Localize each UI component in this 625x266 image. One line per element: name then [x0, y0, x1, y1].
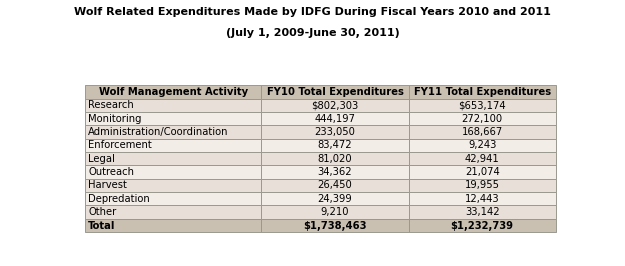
- Bar: [409, 192, 556, 206]
- Bar: [409, 219, 556, 232]
- Text: FY11 Total Expenditures: FY11 Total Expenditures: [414, 87, 551, 97]
- Text: 83,472: 83,472: [318, 140, 352, 150]
- Bar: [409, 112, 556, 125]
- Text: Harvest: Harvest: [88, 180, 127, 190]
- Bar: [85, 139, 261, 152]
- Text: Wolf Related Expenditures Made by IDFG During Fiscal Years 2010 and 2011: Wolf Related Expenditures Made by IDFG D…: [74, 7, 551, 17]
- Text: 33,142: 33,142: [465, 207, 499, 217]
- Bar: [261, 112, 409, 125]
- Bar: [261, 165, 409, 179]
- Text: Enforcement: Enforcement: [88, 140, 152, 150]
- Bar: [261, 206, 409, 219]
- Text: 233,050: 233,050: [314, 127, 356, 137]
- Text: $1,232,739: $1,232,739: [451, 221, 514, 231]
- Bar: [261, 219, 409, 232]
- Bar: [409, 206, 556, 219]
- Text: 19,955: 19,955: [464, 180, 499, 190]
- Text: Monitoring: Monitoring: [88, 114, 142, 124]
- Bar: [85, 165, 261, 179]
- Bar: [409, 139, 556, 152]
- Bar: [409, 165, 556, 179]
- Text: 34,362: 34,362: [318, 167, 352, 177]
- Bar: [85, 98, 261, 112]
- Text: Depredation: Depredation: [88, 194, 150, 204]
- Text: 9,210: 9,210: [321, 207, 349, 217]
- Text: $653,174: $653,174: [458, 100, 506, 110]
- Text: Outreach: Outreach: [88, 167, 134, 177]
- Text: FY10 Total Expenditures: FY10 Total Expenditures: [267, 87, 404, 97]
- Text: Administration/Coordination: Administration/Coordination: [88, 127, 229, 137]
- Bar: [409, 125, 556, 139]
- Text: Wolf Management Activity: Wolf Management Activity: [99, 87, 248, 97]
- Text: 26,450: 26,450: [318, 180, 352, 190]
- Text: 24,399: 24,399: [318, 194, 352, 204]
- Text: 21,074: 21,074: [465, 167, 499, 177]
- Bar: [261, 98, 409, 112]
- Text: 12,443: 12,443: [465, 194, 499, 204]
- Text: 9,243: 9,243: [468, 140, 496, 150]
- Bar: [85, 206, 261, 219]
- Bar: [85, 125, 261, 139]
- Text: 81,020: 81,020: [318, 154, 352, 164]
- Bar: [85, 179, 261, 192]
- Text: Total: Total: [88, 221, 116, 231]
- Bar: [85, 85, 261, 98]
- Bar: [409, 85, 556, 98]
- Bar: [85, 219, 261, 232]
- Text: Legal: Legal: [88, 154, 115, 164]
- Bar: [85, 112, 261, 125]
- Text: $1,738,463: $1,738,463: [303, 221, 367, 231]
- Bar: [85, 192, 261, 206]
- Text: Research: Research: [88, 100, 134, 110]
- Text: Other: Other: [88, 207, 116, 217]
- Text: 42,941: 42,941: [465, 154, 499, 164]
- Bar: [409, 152, 556, 165]
- Bar: [261, 125, 409, 139]
- Bar: [409, 179, 556, 192]
- Text: 272,100: 272,100: [462, 114, 503, 124]
- Text: $802,303: $802,303: [311, 100, 359, 110]
- Bar: [261, 85, 409, 98]
- Text: 444,197: 444,197: [314, 114, 356, 124]
- Bar: [261, 152, 409, 165]
- Text: (July 1, 2009-June 30, 2011): (July 1, 2009-June 30, 2011): [226, 28, 399, 38]
- Bar: [409, 98, 556, 112]
- Bar: [85, 152, 261, 165]
- Bar: [261, 179, 409, 192]
- Text: 168,667: 168,667: [461, 127, 503, 137]
- Bar: [261, 192, 409, 206]
- Bar: [261, 139, 409, 152]
